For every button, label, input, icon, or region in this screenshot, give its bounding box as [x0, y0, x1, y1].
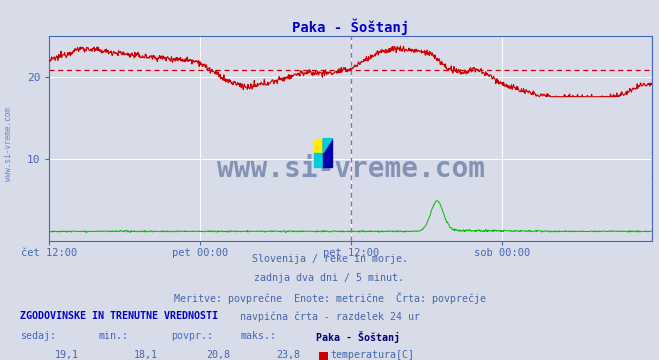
Text: ■: ■	[318, 350, 329, 360]
Text: 23,8: 23,8	[276, 350, 300, 360]
Text: zadnja dva dni / 5 minut.: zadnja dva dni / 5 minut.	[254, 273, 405, 283]
Bar	[314, 153, 323, 167]
Bar	[323, 139, 332, 167]
Text: 18,1: 18,1	[134, 350, 158, 360]
Bar	[314, 139, 323, 153]
Text: Paka - Šoštanj: Paka - Šoštanj	[316, 331, 400, 343]
Title: Paka - Šoštanj: Paka - Šoštanj	[293, 18, 409, 35]
Text: min.:: min.:	[99, 331, 129, 341]
Text: www.si-vreme.com: www.si-vreme.com	[217, 156, 485, 183]
Text: 19,1: 19,1	[55, 350, 79, 360]
Text: temperatura[C]: temperatura[C]	[331, 350, 415, 360]
Text: 20,8: 20,8	[207, 350, 231, 360]
Text: povpr.:: povpr.:	[171, 331, 214, 341]
Text: ZGODOVINSKE IN TRENUTNE VREDNOSTI: ZGODOVINSKE IN TRENUTNE VREDNOSTI	[20, 311, 217, 321]
Text: maks.:: maks.:	[241, 331, 277, 341]
Polygon shape	[323, 139, 332, 153]
Text: sedaj:: sedaj:	[20, 331, 56, 341]
Text: Meritve: povprečne  Enote: metrične  Črta: povprečje: Meritve: povprečne Enote: metrične Črta:…	[173, 292, 486, 304]
Text: navpična črta - razdelek 24 ur: navpična črta - razdelek 24 ur	[239, 311, 420, 321]
Text: www.si-vreme.com: www.si-vreme.com	[4, 107, 13, 181]
Text: Slovenija / reke in morje.: Slovenija / reke in morje.	[252, 254, 407, 264]
